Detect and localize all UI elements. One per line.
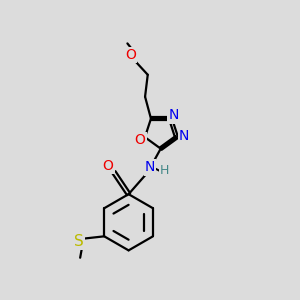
Text: N: N [169, 108, 179, 122]
Text: O: O [135, 134, 146, 147]
Text: S: S [74, 234, 84, 249]
Text: O: O [125, 48, 136, 62]
Text: H: H [160, 164, 169, 177]
Text: O: O [103, 159, 113, 173]
Text: N: N [179, 129, 189, 143]
Text: N: N [145, 160, 155, 174]
